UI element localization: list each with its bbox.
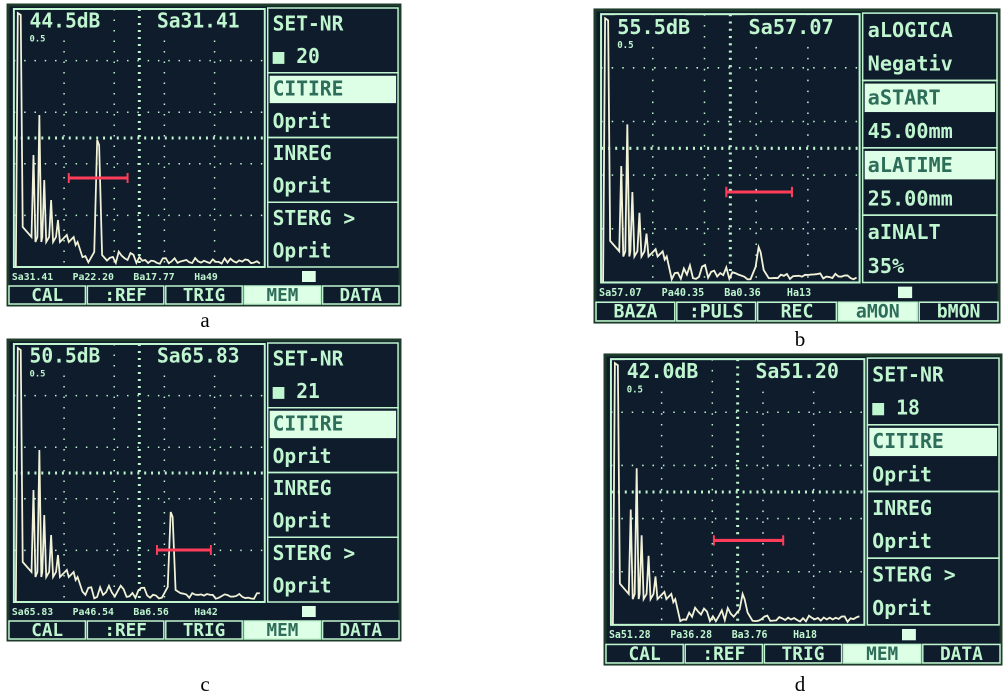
status-reading: Pa40.35 — [662, 287, 705, 299]
menu-item: STERG > — [872, 562, 955, 586]
menu-item: ■ 18 — [872, 395, 920, 419]
status-reading: Pa46.54 — [73, 607, 114, 618]
softkey-label: MEM — [866, 644, 898, 665]
status-icon — [898, 287, 912, 298]
status-reading: Ba17.77 — [133, 272, 174, 283]
menu-item: Oprit — [273, 110, 332, 133]
menu-item: Oprit — [872, 462, 932, 486]
menu-item: STERG > — [273, 207, 356, 230]
gain-reading: 50.5dB — [30, 344, 101, 367]
menu-item: aLATIME — [868, 152, 953, 176]
screen: 42.0dB Sa51.20 0.5 SET-NR ■ 18 CITIRE Oprit INR… — [605, 355, 1001, 665]
softkey-label: MEM — [266, 285, 298, 306]
menu-item: Negativ — [868, 51, 953, 75]
softkey-label: TRIG — [183, 285, 225, 306]
menu-item: 45.00mm — [868, 119, 953, 143]
screen: 44.5dB Sa31.41 0.5 SET-NR ■ 20 CITIRE Oprit INR… — [8, 5, 400, 306]
menu-item: aLOGICA — [868, 18, 954, 42]
softkey-label: REC — [781, 301, 814, 322]
status-reading: Ha13 — [787, 287, 811, 299]
menu-item: 35% — [868, 253, 905, 277]
range-reading: Sa31.41 — [157, 9, 240, 32]
range-reading: Sa51.20 — [755, 359, 838, 383]
softkey-label: DATA — [340, 285, 383, 306]
status-reading: Sa51.28 — [609, 630, 651, 641]
status-reading: Ba3.76 — [732, 630, 768, 641]
softkey-label: TRIG — [782, 644, 825, 665]
softkey-label: BAZA — [614, 301, 658, 322]
menu-item: ■ 20 — [273, 45, 320, 68]
caption: c — [200, 672, 209, 696]
menu-item: aINALT — [868, 220, 941, 244]
menu-item: CITIRE — [273, 77, 344, 100]
gain-reading: 42.0dB — [627, 359, 698, 383]
softkey-label: DATA — [940, 644, 983, 665]
softkey-label: :REF — [702, 644, 745, 665]
menu-item: SET-NR — [273, 348, 344, 371]
softkey-label: CAL — [31, 285, 63, 306]
scale-reading: 0.5 — [627, 385, 643, 395]
softkey-label: CAL — [31, 620, 63, 641]
caption: d — [795, 672, 806, 696]
status-icon — [302, 606, 316, 617]
softkey-label: :REF — [104, 285, 146, 306]
softkey-label: MEM — [266, 620, 298, 641]
status-reading: Ha18 — [793, 630, 817, 641]
menu-item: INREG — [273, 142, 332, 165]
menu-item: 25.00mm — [868, 186, 953, 210]
range-reading: Sa57.07 — [749, 14, 834, 38]
screen: 50.5dB Sa65.83 0.5 SET-NR ■ 21 CITIRE Oprit INR… — [8, 340, 400, 641]
menu-item: Oprit — [273, 509, 332, 532]
status-reading: Ba6.56 — [133, 607, 168, 618]
status-reading: Ba0.36 — [724, 287, 760, 299]
scale-reading: 0.5 — [617, 40, 633, 51]
menu-item: Oprit — [872, 529, 932, 553]
status-reading: Pa22.20 — [73, 272, 114, 283]
softkey-label: CAL — [629, 644, 661, 665]
status-reading: Sa65.83 — [12, 607, 53, 618]
menu-item: CITIRE — [273, 412, 344, 435]
softkey-label: :REF — [104, 620, 146, 641]
softkey-label: :PULS — [689, 301, 744, 322]
gain-reading: 44.5dB — [30, 9, 101, 32]
softkey-label: TRIG — [183, 620, 225, 641]
softkey-label: aMON — [856, 301, 900, 322]
status-reading: Ha49 — [194, 272, 218, 283]
menu-item: SET-NR — [872, 362, 944, 386]
softkey-label: DATA — [340, 620, 383, 641]
gain-reading: 55.5dB — [617, 14, 690, 38]
softkey-label: bMON — [937, 301, 981, 322]
menu-item: Oprit — [273, 574, 332, 597]
menu-item: Oprit — [273, 239, 332, 262]
menu-item: ■ 21 — [273, 380, 320, 403]
figure: 44.5dB Sa31.41 0.5 SET-NR ■ 20 CITIRE Oprit INR… — [0, 0, 1003, 696]
scale-reading: 0.5 — [30, 369, 46, 379]
status-reading: Sa31.41 — [12, 272, 53, 283]
menu-item: INREG — [872, 495, 932, 519]
status-icon — [302, 271, 316, 282]
menu-item: CITIRE — [872, 429, 943, 453]
status-reading: Pa36.28 — [670, 630, 712, 641]
scale-reading: 0.5 — [30, 34, 46, 44]
status-icon — [902, 629, 916, 640]
caption: b — [795, 327, 806, 351]
menu-item: Oprit — [273, 174, 332, 197]
menu-item: SET-NR — [273, 13, 344, 36]
screen: 55.5dB Sa57.07 0.5 aLOGICA Negativ aSTART 45.0… — [595, 10, 999, 323]
menu-item: Oprit — [273, 445, 332, 468]
status-reading: Sa57.07 — [599, 287, 642, 299]
range-reading: Sa65.83 — [157, 344, 240, 367]
menu-item: STERG > — [273, 542, 356, 565]
menu-item: aSTART — [868, 85, 941, 109]
menu-item: INREG — [273, 477, 332, 500]
caption: a — [200, 308, 210, 332]
menu-item: Oprit — [872, 595, 932, 619]
status-reading: Ha42 — [194, 607, 218, 618]
